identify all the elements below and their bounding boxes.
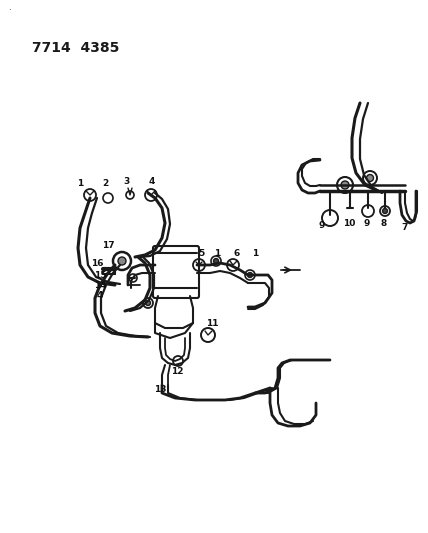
Text: 11: 11 — [206, 319, 218, 327]
Text: 5: 5 — [198, 248, 204, 257]
Text: 3: 3 — [124, 176, 130, 185]
Circle shape — [341, 181, 349, 189]
Text: 16: 16 — [91, 259, 103, 268]
Circle shape — [383, 208, 387, 214]
Text: 9: 9 — [319, 221, 325, 230]
Text: 10: 10 — [343, 219, 355, 228]
Text: ·: · — [8, 6, 11, 15]
Circle shape — [118, 257, 126, 265]
Text: 7714  4385: 7714 4385 — [32, 41, 119, 55]
Text: 17: 17 — [102, 240, 114, 249]
Text: 1: 1 — [77, 179, 83, 188]
Text: 7: 7 — [402, 223, 408, 232]
Text: 12: 12 — [171, 367, 183, 376]
Text: 2: 2 — [102, 179, 108, 188]
Text: 6: 6 — [234, 248, 240, 257]
Text: 9: 9 — [364, 219, 370, 228]
Text: 1: 1 — [214, 248, 220, 257]
Text: 4: 4 — [97, 292, 103, 301]
Circle shape — [146, 301, 151, 305]
Text: 14: 14 — [94, 280, 106, 289]
Text: 4: 4 — [149, 176, 155, 185]
Circle shape — [247, 272, 253, 278]
Text: 15: 15 — [94, 271, 106, 279]
Circle shape — [366, 174, 374, 182]
Circle shape — [214, 259, 219, 263]
FancyBboxPatch shape — [153, 246, 199, 298]
Text: 13: 13 — [154, 385, 166, 394]
Text: 8: 8 — [381, 219, 387, 228]
Text: 1: 1 — [252, 248, 258, 257]
